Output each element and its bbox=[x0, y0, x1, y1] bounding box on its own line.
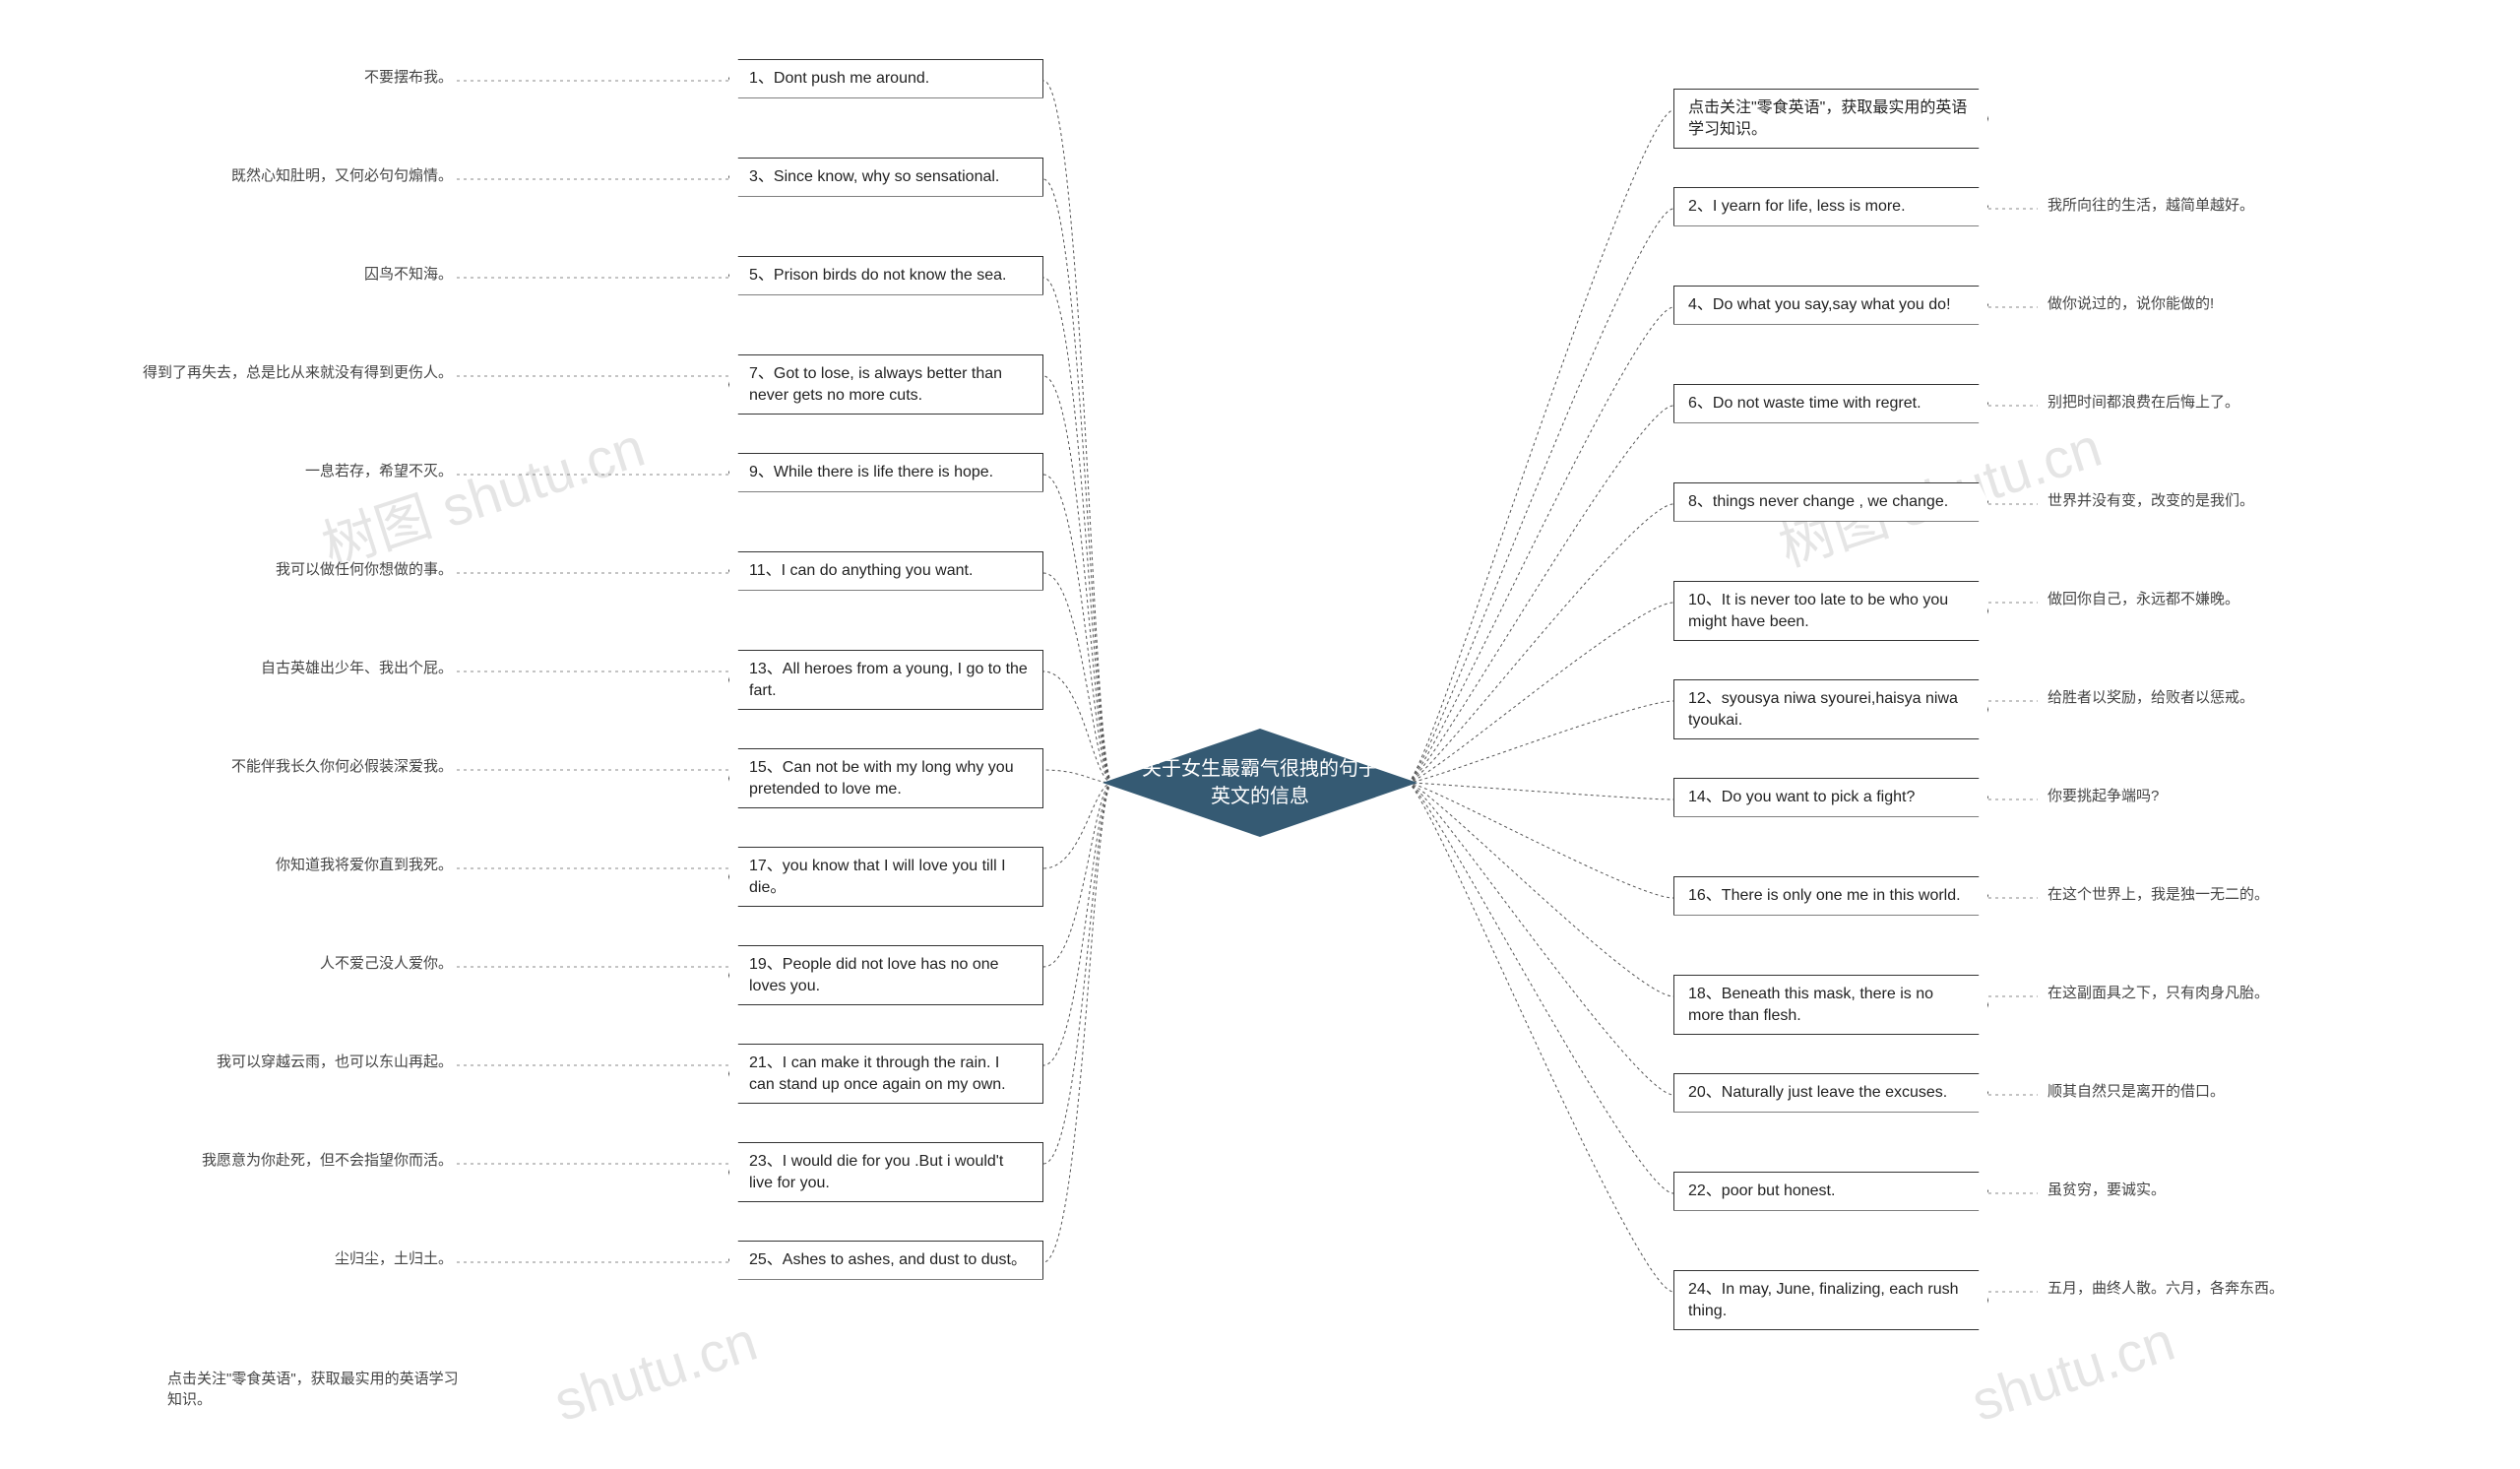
left-branch-translation: 人不爱己没人爱你。 bbox=[138, 953, 453, 974]
left-branch-translation: 我可以穿越云雨，也可以东山再起。 bbox=[138, 1052, 453, 1072]
right-branch-node: 点击关注"零食英语"，获取最实用的英语学习知识。 bbox=[1673, 89, 1988, 149]
left-branch-node: 21、I can make it through the rain. I can… bbox=[728, 1044, 1043, 1104]
right-branch-node: 20、Naturally just leave the excuses. bbox=[1673, 1073, 1988, 1113]
right-branch-translation: 顺其自然只是离开的借口。 bbox=[2048, 1081, 2362, 1102]
right-branch-translation: 我所向往的生活，越简单越好。 bbox=[2048, 195, 2362, 216]
center-node: 关于女生最霸气很拽的句子英文的信息 bbox=[1102, 729, 1418, 837]
left-branch-translation: 不能伴我长久你何必假装深爱我。 bbox=[138, 756, 453, 777]
left-branch-translation: 不要摆布我。 bbox=[138, 67, 453, 88]
right-branch-translation: 在这副面具之下，只有肉身凡胎。 bbox=[2048, 983, 2362, 1003]
right-branch-node: 22、poor but honest. bbox=[1673, 1172, 1988, 1211]
left-branch-node: 19、People did not love has no one loves … bbox=[728, 945, 1043, 1005]
right-branch-translation: 做你说过的，说你能做的! bbox=[2048, 293, 2362, 314]
right-branch-node: 10、It is never too late to be who you mi… bbox=[1673, 581, 1988, 641]
watermark: shutu.cn bbox=[546, 1309, 764, 1434]
left-branch-translation: 囚鸟不知海。 bbox=[138, 264, 453, 285]
left-branch-translation: 我愿意为你赴死，但不会指望你而活。 bbox=[138, 1150, 453, 1171]
watermark: 树图 shutu.cn bbox=[311, 404, 654, 583]
right-branch-node: 18、Beneath this mask, there is no more t… bbox=[1673, 975, 1988, 1035]
right-branch-translation: 做回你自己，永远都不嫌晚。 bbox=[2048, 589, 2362, 609]
center-title: 关于女生最霸气很拽的句子英文的信息 bbox=[1142, 755, 1378, 810]
right-branch-node: 12、syousya niwa syourei,haisya niwa tyou… bbox=[1673, 679, 1988, 739]
left-branch-translation: 一息若存，希望不灭。 bbox=[138, 461, 453, 481]
left-branch-translation: 得到了再失去，总是比从来就没有得到更伤人。 bbox=[138, 362, 453, 383]
left-branch-node: 5、Prison birds do not know the sea. bbox=[728, 256, 1043, 295]
left-branch-node: 11、I can do anything you want. bbox=[728, 551, 1043, 591]
right-branch-translation: 在这个世界上，我是独一无二的。 bbox=[2048, 884, 2362, 905]
left-branch-node: 3、Since know, why so sensational. bbox=[728, 158, 1043, 197]
right-branch-translation: 五月，曲终人散。六月，各奔东西。 bbox=[2048, 1278, 2362, 1299]
right-branch-node: 4、Do what you say,say what you do! bbox=[1673, 286, 1988, 325]
left-branch-translation: 我可以做任何你想做的事。 bbox=[138, 559, 453, 580]
left-branch-node: 17、you know that I will love you till I … bbox=[728, 847, 1043, 907]
right-branch-node: 14、Do you want to pick a fight? bbox=[1673, 778, 1988, 817]
right-branch-translation: 给胜者以奖励，给败者以惩戒。 bbox=[2048, 687, 2362, 708]
right-branch-translation: 你要挑起争端吗? bbox=[2048, 786, 2362, 806]
left-branch-translation: 你知道我将爱你直到我死。 bbox=[138, 855, 453, 875]
left-branch-node: 23、I would die for you .But i would't li… bbox=[728, 1142, 1043, 1202]
left-branch-node: 15、Can not be with my long why you prete… bbox=[728, 748, 1043, 808]
left-branch-translation: 尘归尘，土归土。 bbox=[138, 1248, 453, 1269]
right-branch-node: 2、I yearn for life, less is more. bbox=[1673, 187, 1988, 226]
right-branch-node: 8、things never change , we change. bbox=[1673, 482, 1988, 522]
left-branch-translation: 自古英雄出少年、我出个屁。 bbox=[138, 658, 453, 678]
left-branch-node: 13、All heroes from a young, I go to the … bbox=[728, 650, 1043, 710]
mindmap-canvas: 树图 shutu.cn 树图 shutu.cn shutu.cn shutu.c… bbox=[0, 0, 2520, 1469]
left-branch-node: 9、While there is life there is hope. bbox=[728, 453, 1043, 492]
left-branch-node: 1、Dont push me around. bbox=[728, 59, 1043, 98]
left-branch-node: 7、Got to lose, is always better than nev… bbox=[728, 354, 1043, 415]
left-branch-translation: 既然心知肚明，又何必句句煽情。 bbox=[138, 165, 453, 186]
left-footer-note: 点击关注"零食英语"，获取最实用的英语学习知识。 bbox=[167, 1369, 472, 1410]
right-branch-translation: 虽贫穷，要诚实。 bbox=[2048, 1180, 2362, 1200]
right-branch-translation: 别把时间都浪费在后悔上了。 bbox=[2048, 392, 2362, 413]
right-branch-node: 16、There is only one me in this world. bbox=[1673, 876, 1988, 916]
right-branch-node: 24、In may, June, finalizing, each rush t… bbox=[1673, 1270, 1988, 1330]
right-branch-node: 6、Do not waste time with regret. bbox=[1673, 384, 1988, 423]
watermark: shutu.cn bbox=[1964, 1309, 2181, 1434]
right-branch-translation: 世界并没有变，改变的是我们。 bbox=[2048, 490, 2362, 511]
left-branch-node: 25、Ashes to ashes, and dust to dust。 bbox=[728, 1241, 1043, 1280]
